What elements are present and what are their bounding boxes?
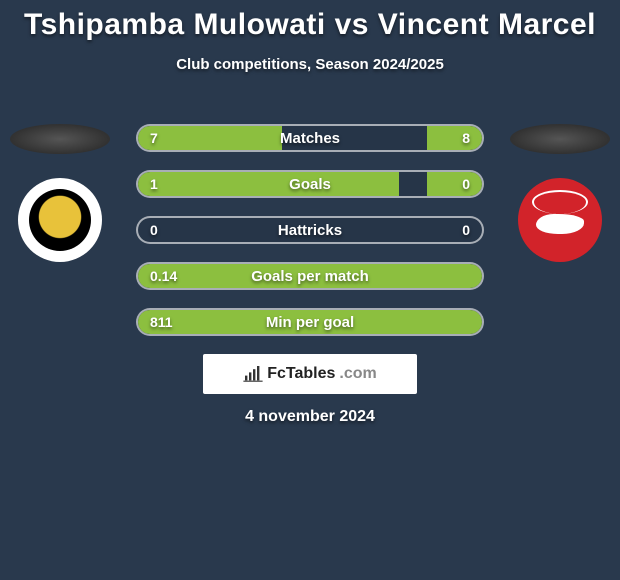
brand-suffix: .com <box>339 365 376 383</box>
stat-label: Goals per match <box>138 268 482 285</box>
stat-label: Goals <box>138 176 482 193</box>
stat-label: Min per goal <box>138 314 482 331</box>
stat-row-goals-per-match: 0.14 Goals per match <box>136 262 484 290</box>
club-left-crest-icon <box>29 189 91 251</box>
page-title: Tshipamba Mulowati vs Vincent Marcel <box>0 0 620 42</box>
club-left-badge <box>18 178 102 262</box>
stat-row-min-per-goal: 811 Min per goal <box>136 308 484 336</box>
brand-box[interactable]: FcTables.com <box>203 354 417 394</box>
stat-value-right: 0 <box>462 176 470 192</box>
stat-value-right: 8 <box>462 130 470 146</box>
stat-row-goals: 1 Goals 0 <box>136 170 484 198</box>
player-left-photo <box>10 124 110 154</box>
brand-name: FcTables <box>267 365 335 383</box>
stat-row-matches: 7 Matches 8 <box>136 124 484 152</box>
subtitle: Club competitions, Season 2024/2025 <box>0 56 620 73</box>
stats-container: 7 Matches 8 1 Goals 0 0 Hattricks 0 0.14… <box>136 124 484 354</box>
date-label: 4 november 2024 <box>0 408 620 426</box>
stat-label: Hattricks <box>138 222 482 239</box>
club-right-crest-icon <box>528 188 592 252</box>
player-right-photo <box>510 124 610 154</box>
stat-row-hattricks: 0 Hattricks 0 <box>136 216 484 244</box>
bar-chart-icon <box>243 366 263 382</box>
stat-label: Matches <box>138 130 482 147</box>
club-right-badge <box>518 178 602 262</box>
stat-value-right: 0 <box>462 222 470 238</box>
